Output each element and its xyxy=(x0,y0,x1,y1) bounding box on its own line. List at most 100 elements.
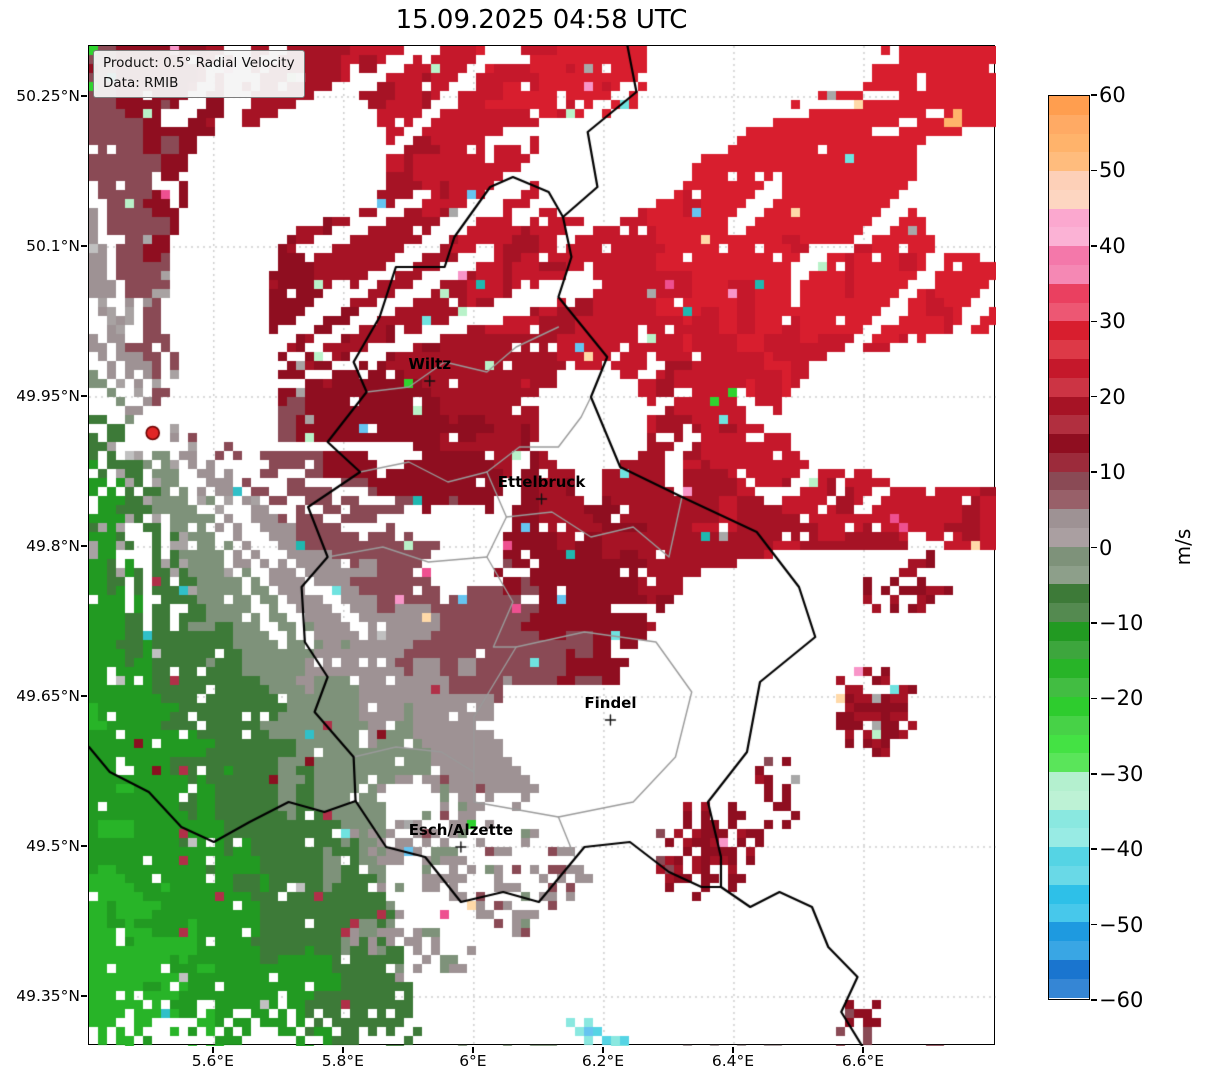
colorbar-tick-mark xyxy=(1091,395,1097,398)
colorbar-band xyxy=(1049,753,1089,773)
colorbar-band xyxy=(1049,321,1089,341)
city-label-wiltz: Wiltz xyxy=(408,355,452,373)
colorbar-band xyxy=(1049,678,1089,697)
colorbar-tick-mark xyxy=(1091,169,1097,172)
x-tick-label: 6.2°E xyxy=(581,1052,625,1070)
city-label-findel: Findel xyxy=(584,694,637,712)
colorbar-tick-mark xyxy=(1091,320,1097,322)
colorbar-band xyxy=(1049,340,1089,359)
colorbar-band xyxy=(1049,246,1089,266)
colorbar-band xyxy=(1049,790,1089,810)
colorbar-tick-label: 0 xyxy=(1099,535,1113,560)
colorbar-band xyxy=(1049,452,1089,472)
colorbar-band xyxy=(1049,565,1089,585)
colorbar-band xyxy=(1049,208,1089,228)
colorbar-tick-label: 20 xyxy=(1099,384,1126,409)
figure-title: 15.09.2025 04:58 UTC xyxy=(395,5,688,35)
colorbar-tick-label: −30 xyxy=(1099,761,1144,786)
colorbar-band xyxy=(1049,697,1089,716)
map-plot-area: Product: 0.5° Radial Velocity Data: RMIB… xyxy=(88,45,996,1046)
colorbar-band xyxy=(1049,828,1089,848)
tick-mark xyxy=(80,395,87,397)
colorbar-band xyxy=(1049,603,1089,622)
colorbar-band xyxy=(1049,189,1089,209)
colorbar-band xyxy=(1049,847,1089,867)
colorbar-tick-mark xyxy=(1091,471,1097,473)
colorbar-tick-mark xyxy=(1091,999,1097,1001)
x-tick-label: 6°E xyxy=(459,1052,487,1070)
colorbar-tick-label: 60 xyxy=(1099,83,1126,107)
y-tick-label: 50.25°N xyxy=(16,87,80,105)
colorbar-unit-label: m/s xyxy=(1171,528,1195,566)
colorbar-tick-mark xyxy=(1091,697,1097,700)
colorbar-band xyxy=(1049,640,1089,660)
tick-mark xyxy=(80,695,87,697)
city-label-ettelbruck: Ettelbruck xyxy=(497,473,586,491)
product-label: Product: 0.5° Radial Velocity xyxy=(103,55,295,71)
x-tick-label: 5.6°E xyxy=(191,1052,234,1070)
y-tick-label: 49.35°N xyxy=(16,987,80,1005)
x-tick-label: 6.4°E xyxy=(711,1052,755,1070)
colorbar-band xyxy=(1049,133,1089,153)
tick-mark xyxy=(472,1046,474,1053)
colorbar-band xyxy=(1049,903,1089,923)
tick-mark xyxy=(80,245,87,247)
colorbar-band xyxy=(1049,96,1089,115)
y-tick-label: 49.65°N xyxy=(16,687,80,705)
colorbar-tick-mark xyxy=(1091,923,1097,926)
colorbar-band xyxy=(1049,621,1089,641)
tick-mark xyxy=(342,1046,344,1053)
colorbar-tick-mark xyxy=(1091,848,1097,850)
tick-mark xyxy=(80,95,87,97)
colorbar-band xyxy=(1049,377,1089,397)
city-label-esch-alzette: Esch/Alzette xyxy=(408,821,514,839)
x-tick-label: 5.8°E xyxy=(321,1052,364,1070)
colorbar-band xyxy=(1049,358,1089,378)
tick-mark xyxy=(80,545,87,547)
colorbar-tick-mark xyxy=(1091,245,1097,247)
colorbar-band xyxy=(1049,302,1089,322)
colorbar-tick-mark xyxy=(1091,622,1097,624)
colorbar-band xyxy=(1049,471,1089,491)
colorbar-band xyxy=(1049,978,1089,998)
y-tick-label: 49.8°N xyxy=(26,537,80,555)
colorbar-band xyxy=(1049,114,1089,134)
tick-mark xyxy=(732,1046,734,1053)
colorbar-band xyxy=(1049,715,1089,735)
colorbar-band xyxy=(1049,866,1089,885)
colorbar-tick-label: −60 xyxy=(1099,988,1144,1012)
colorbar-band xyxy=(1049,809,1089,829)
colorbar-band xyxy=(1049,396,1089,416)
colorbar-band xyxy=(1049,509,1089,528)
colorbar-band xyxy=(1049,415,1089,435)
colorbar-band xyxy=(1049,227,1089,247)
colorbar-band xyxy=(1049,772,1089,791)
colorbar-tick-label: 50 xyxy=(1099,158,1126,183)
y-tick-label: 50.1°N xyxy=(26,237,80,255)
colorbar-band xyxy=(1049,584,1089,604)
colorbar-band xyxy=(1049,434,1089,453)
colorbar-band xyxy=(1049,527,1089,547)
colorbar-band xyxy=(1049,546,1089,566)
colorbar-band xyxy=(1049,283,1089,303)
colorbar-tick-mark xyxy=(1091,773,1097,775)
colorbar-tick-label: −50 xyxy=(1099,912,1144,937)
colorbar-tick-label: −10 xyxy=(1099,610,1144,635)
colorbar-band xyxy=(1049,152,1089,172)
tick-mark xyxy=(212,1046,214,1053)
colorbar-band xyxy=(1049,734,1089,754)
y-tick-label: 49.95°N xyxy=(16,387,80,405)
y-tick-label: 49.5°N xyxy=(26,837,80,855)
colorbar-tick-label: 40 xyxy=(1099,233,1126,258)
tick-mark xyxy=(862,1046,864,1053)
colorbar-band xyxy=(1049,941,1089,960)
tick-mark xyxy=(80,845,87,847)
colorbar-band xyxy=(1049,959,1089,979)
colorbar-band xyxy=(1049,922,1089,942)
colorbar-band xyxy=(1049,884,1089,904)
radar-velocity-canvas xyxy=(89,46,996,1046)
tick-mark xyxy=(602,1046,604,1053)
data-source-label: Data: RMIB xyxy=(103,74,179,91)
colorbar-tick-label: 30 xyxy=(1099,309,1126,334)
